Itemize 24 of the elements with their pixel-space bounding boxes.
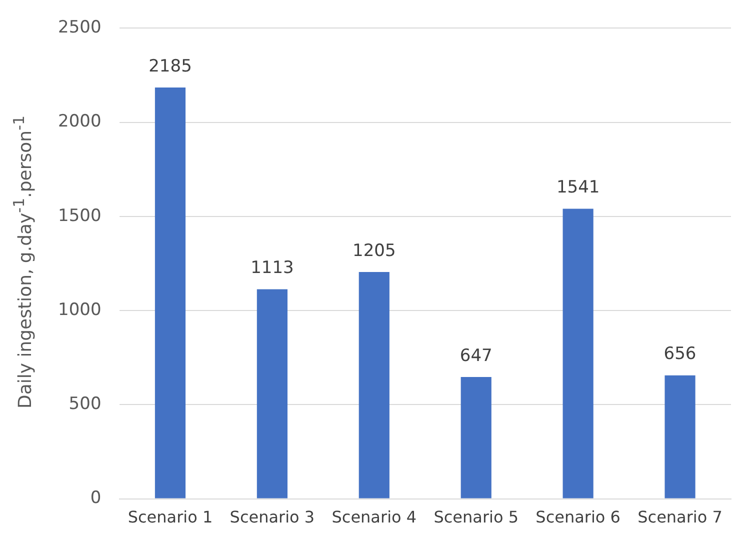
data-label: 647 <box>460 346 492 366</box>
bar <box>358 272 390 498</box>
data-label: 2185 <box>148 56 192 76</box>
y-tick-label: 1500 <box>58 206 102 226</box>
x-tick-label: Scenario 7 <box>638 508 722 527</box>
bar <box>562 208 594 498</box>
y-tick-label: 500 <box>68 394 102 414</box>
data-label: 1541 <box>556 178 600 198</box>
y-tick-label: 0 <box>90 488 102 508</box>
bar <box>256 289 288 498</box>
y-tick-label: 1000 <box>58 300 102 320</box>
data-label: 656 <box>664 344 696 364</box>
x-tick-label: Scenario 3 <box>230 508 315 527</box>
x-tick-label: Scenario 1 <box>128 508 213 527</box>
x-tick-label: Scenario 5 <box>434 508 519 527</box>
y-tick-label: 2000 <box>58 112 102 132</box>
x-tick-label: Scenario 6 <box>536 508 620 527</box>
data-label: 1113 <box>250 258 294 278</box>
bar <box>460 377 492 498</box>
x-tick-label: Scenario 4 <box>332 508 417 527</box>
y-tick-label: 2500 <box>58 18 102 38</box>
bar <box>154 87 186 498</box>
bar <box>664 375 696 498</box>
data-label: 1205 <box>352 240 396 261</box>
